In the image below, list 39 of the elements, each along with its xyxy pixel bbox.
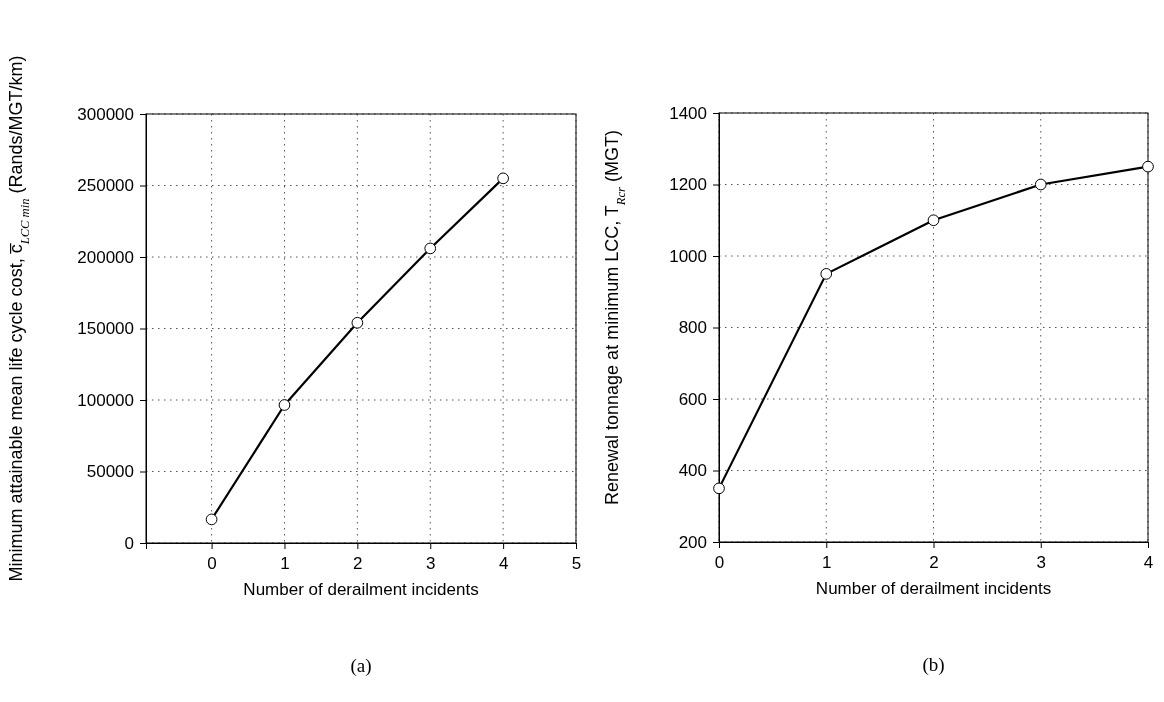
y-tick-label: 1000: [669, 246, 707, 266]
y-tick-label: 0: [124, 533, 134, 553]
x-tick-label: 1: [280, 554, 290, 574]
point: [820, 268, 833, 280]
y-tick-label: 1200: [669, 175, 707, 195]
y-tick-label: 150000: [77, 319, 134, 339]
y-tick-label: 50000: [86, 462, 134, 482]
y-tick-label: 200000: [77, 247, 134, 267]
x-tick-label: 2: [353, 554, 363, 574]
y-tick-label: 250000: [77, 176, 134, 196]
text: (a): [350, 655, 372, 677]
y-tick-label: 100000: [77, 390, 134, 410]
x-tick-label: 3: [426, 554, 436, 574]
x-tick-label: 4: [1143, 553, 1154, 573]
x-tick-label: 0: [207, 554, 217, 574]
point: [713, 482, 725, 495]
x-tick-label: 5: [571, 554, 582, 574]
x-tick-label: 4: [498, 554, 509, 574]
point: [424, 242, 437, 255]
point: [278, 399, 291, 411]
y-tick-label: 300000: [77, 104, 134, 124]
x-axis-title: Number of derailment incidents: [815, 579, 1052, 598]
point: [497, 172, 509, 185]
point: [927, 214, 940, 227]
point: [1034, 178, 1047, 191]
point: [1142, 160, 1154, 173]
x-tick-label: 1: [822, 553, 832, 573]
x-tick-label: 2: [929, 553, 939, 573]
y-tick-label: 800: [678, 318, 707, 338]
point: [205, 513, 218, 526]
x-tick-label: 0: [714, 553, 725, 573]
text: (b): [922, 654, 945, 676]
y-tick-label: 600: [678, 389, 707, 409]
y-tick-label: 1400: [669, 103, 707, 123]
point: [351, 316, 364, 329]
x-axis-title: Number of derailment incidents: [243, 580, 479, 599]
y-tick-label: 200: [678, 532, 707, 552]
x-tick-label: 3: [1036, 553, 1046, 573]
y-tick-label: 400: [678, 461, 707, 481]
